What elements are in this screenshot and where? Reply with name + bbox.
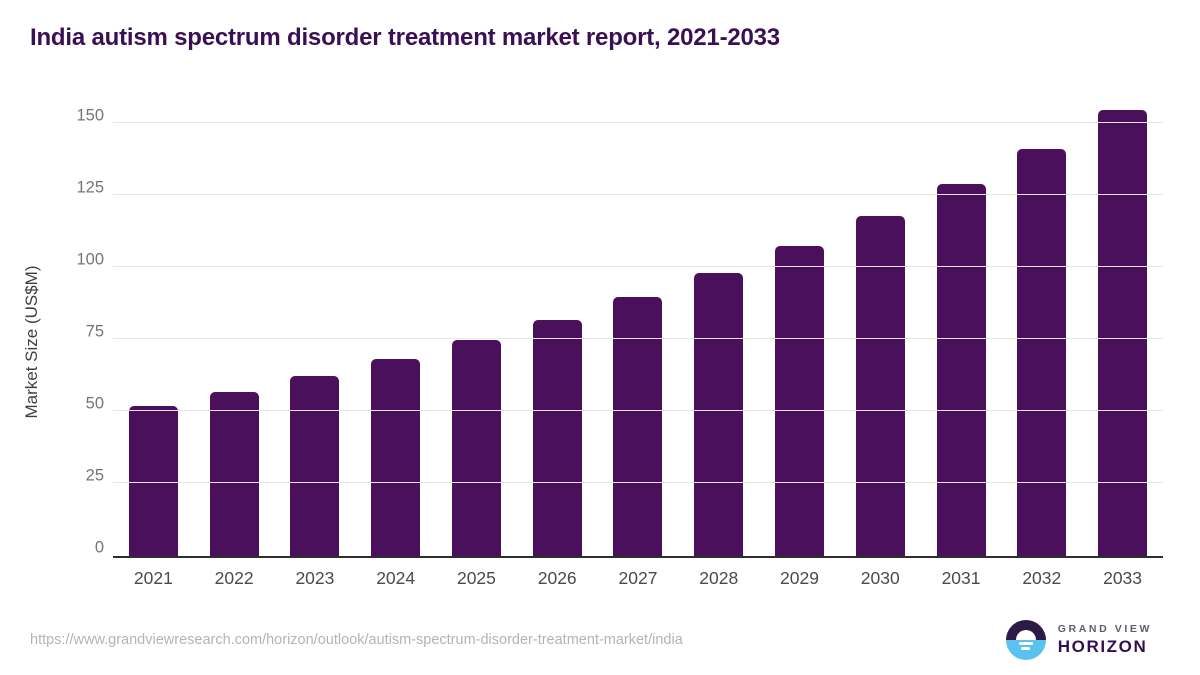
logo-reflection-line-1	[1018, 642, 1033, 645]
y-tick-label-150: 150	[76, 106, 104, 125]
y-tick-label-25: 25	[85, 466, 104, 485]
gridline-25	[113, 482, 1163, 484]
brand-name-grand-view: GRAND VIEW	[1057, 623, 1152, 635]
bar-band-2025	[436, 97, 517, 556]
logo-reflection-line-2	[1021, 647, 1031, 650]
brand-text: GRAND VIEW HORIZON	[1058, 623, 1152, 657]
bar-2025[interactable]	[451, 339, 501, 556]
bar-band-2032	[1001, 97, 1082, 556]
x-tick-label-2021: 2021	[133, 568, 173, 588]
bar-series	[113, 97, 1163, 556]
logo-sun-shape	[1015, 630, 1036, 640]
bar-band-2029	[759, 97, 840, 556]
bar-band-2022	[194, 97, 275, 556]
bar-2033[interactable]	[1098, 110, 1148, 556]
bar-2027[interactable]	[613, 297, 663, 556]
bar-band-2024	[355, 97, 436, 556]
bar-band-2028	[678, 97, 759, 556]
x-tick-label-2031: 2031	[941, 568, 981, 588]
bar-2023[interactable]	[290, 375, 340, 556]
bar-2022[interactable]	[209, 391, 259, 556]
source-url-link[interactable]: https://www.grandviewresearch.com/horizo…	[30, 632, 683, 648]
bar-2032[interactable]	[1017, 148, 1067, 556]
bar-band-2030	[840, 97, 921, 556]
brand-name-horizon: HORIZON	[1057, 637, 1148, 656]
x-tick-label-2032: 2032	[1022, 568, 1062, 588]
y-tick-label-125: 125	[76, 178, 104, 197]
bar-2021[interactable]	[128, 405, 178, 556]
chart-title: India autism spectrum disorder treatment…	[30, 24, 780, 51]
x-tick-label-2024: 2024	[376, 568, 416, 588]
bar-band-2033	[1082, 97, 1163, 556]
bar-band-2023	[275, 97, 356, 556]
x-tick-label-2027: 2027	[618, 568, 658, 588]
bar-band-2021	[113, 97, 194, 556]
x-axis-tick-labels: 2021 2022 2023 2024 2025 2026 2027 2028 2029 2030…	[113, 568, 1163, 589]
bar-band-2031	[921, 97, 1002, 556]
gridline-75	[113, 338, 1163, 340]
gridline-125	[113, 194, 1163, 196]
logo-bottom-half	[1005, 640, 1046, 660]
gridline-50	[113, 410, 1163, 412]
x-tick-label-2030: 2030	[860, 568, 900, 588]
x-tick-label-2033: 2033	[1103, 568, 1143, 588]
horizon-sun-icon	[1005, 620, 1046, 660]
y-tick-label-75: 75	[85, 322, 104, 341]
bar-2028[interactable]	[694, 272, 744, 556]
bar-2030[interactable]	[855, 216, 905, 556]
x-tick-label-2025: 2025	[456, 568, 496, 588]
x-tick-label-2028: 2028	[699, 568, 739, 588]
bar-2031[interactable]	[936, 184, 986, 556]
grand-view-horizon-logo: GRAND VIEW HORIZON	[1005, 620, 1152, 660]
gridline-100	[113, 266, 1163, 268]
x-tick-label-2023: 2023	[295, 568, 335, 588]
bar-2024[interactable]	[371, 358, 421, 556]
y-tick-label-50: 50	[85, 394, 104, 413]
plot-area	[113, 97, 1163, 558]
bar-band-2026	[517, 97, 598, 556]
y-tick-label-0: 0	[94, 538, 104, 557]
bar-2026[interactable]	[532, 319, 582, 556]
x-tick-label-2029: 2029	[780, 568, 819, 588]
gridline-150	[113, 122, 1163, 124]
x-tick-label-2026: 2026	[537, 568, 577, 588]
y-axis-tick-labels: 0 25 50 75 100 125 150	[0, 96, 104, 558]
bar-band-2027	[598, 97, 679, 556]
x-tick-label-2022: 2022	[214, 568, 254, 588]
y-tick-label-100: 100	[76, 250, 104, 269]
bar-2029[interactable]	[775, 245, 824, 556]
